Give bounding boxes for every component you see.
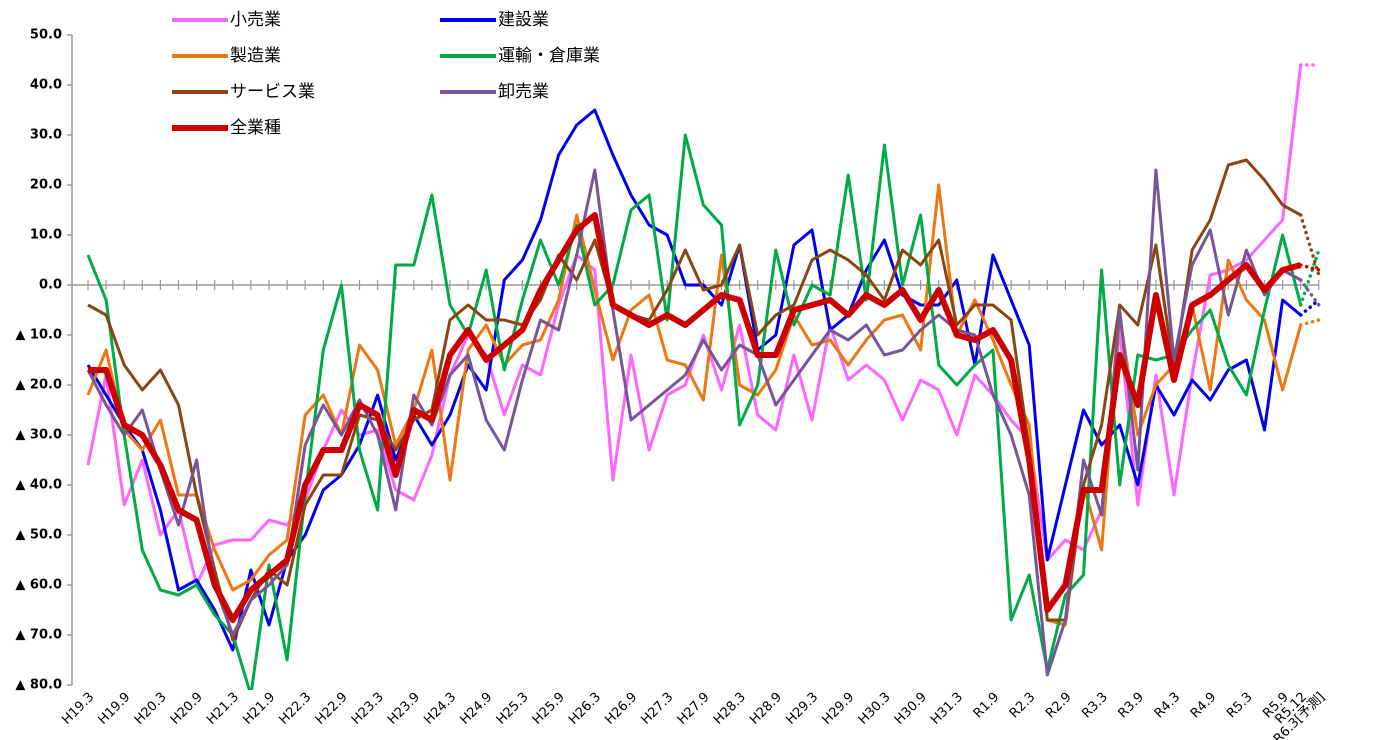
y-tick-label: 40.0: [30, 78, 62, 93]
y-tick-label: ▲ 20.0: [15, 378, 62, 393]
y-tick-label: ▲ 40.0: [15, 478, 62, 493]
y-tick-label: ▲ 10.0: [15, 328, 62, 343]
x-tick-label: R3.3: [1079, 690, 1111, 722]
x-tick-label: H25.3: [494, 690, 532, 728]
legend-label: 卸売業: [498, 82, 549, 102]
x-tick-label: R4.3: [1152, 690, 1184, 722]
y-tick-label: ▲ 80.0: [15, 678, 62, 693]
x-tick-label: H20.9: [168, 690, 206, 728]
y-tick-label: ▲ 50.0: [15, 528, 62, 543]
forecast-line: [1298, 298, 1321, 317]
x-tick-label: H22.9: [313, 690, 351, 728]
x-tick-label: H24.3: [421, 690, 459, 728]
series-line: [86, 168, 1302, 677]
legend-label: 製造業: [230, 46, 281, 66]
x-tick-label: R4.9: [1188, 690, 1220, 722]
x-tick-label: H28.9: [747, 690, 785, 728]
x-tick-label: H23.3: [349, 690, 387, 728]
x-tick-label: R2.9: [1043, 690, 1075, 722]
y-tick-label: 10.0: [30, 228, 62, 243]
series-line: [87, 158, 1302, 642]
x-tick-label: H28.3: [711, 690, 749, 728]
x-tick-label: R5.3: [1224, 690, 1256, 722]
x-tick-label: H25.9: [530, 690, 568, 728]
x-tick-label: R2.3: [1007, 690, 1039, 722]
y-tick-label: 0.0: [39, 278, 62, 293]
y-tick-label: ▲ 60.0: [15, 578, 62, 593]
legend-label: 小売業: [230, 10, 281, 30]
x-tick-label: H26.9: [602, 690, 640, 728]
legend-label: 全業種: [230, 118, 281, 138]
legend-label: サービス業: [230, 82, 315, 102]
x-tick-label: H27.9: [675, 690, 713, 728]
forecast-line: [1298, 213, 1321, 277]
x-tick-label: H20.3: [132, 690, 170, 728]
y-tick-label: ▲ 70.0: [15, 628, 62, 643]
forecast-line: [1298, 278, 1321, 307]
series-line: [88, 212, 1302, 623]
legend-label: 運輸・倉庫業: [498, 46, 600, 66]
x-tick-label: R3.9: [1115, 690, 1147, 722]
forecast-line: [1298, 318, 1321, 327]
x-tick-label: H27.3: [639, 690, 677, 728]
x-tick-label: H22.3: [277, 690, 315, 728]
series-line: [86, 133, 1303, 690]
x-tick-label: H19.3: [59, 690, 97, 728]
series-line: [86, 183, 1303, 627]
x-tick-label: H29.9: [820, 690, 858, 728]
x-tick-label: H19.9: [96, 690, 134, 728]
x-tick-label: R1.9: [971, 690, 1003, 722]
y-tick-label: ▲ 30.0: [15, 428, 62, 443]
plot-lines: [86, 63, 1321, 690]
forecast-line: [1298, 248, 1321, 307]
x-tick-label: H31.3: [928, 690, 966, 728]
y-tick-label: 20.0: [30, 178, 62, 193]
x-tick-label: H21.9: [240, 690, 278, 728]
x-tick-label: H29.3: [783, 690, 821, 728]
x-tick-label: H21.3: [204, 690, 242, 728]
y-tick-label: 30.0: [30, 128, 62, 143]
legend-label: 建設業: [498, 10, 549, 30]
y-tick-label: 50.0: [30, 28, 62, 43]
x-tick-label: H26.3: [566, 690, 604, 728]
x-tick-label: H30.3: [856, 690, 894, 728]
x-tick-label: H30.9: [892, 690, 930, 728]
x-tick-label: H24.9: [458, 690, 496, 728]
x-tick-label: H23.9: [385, 690, 423, 728]
